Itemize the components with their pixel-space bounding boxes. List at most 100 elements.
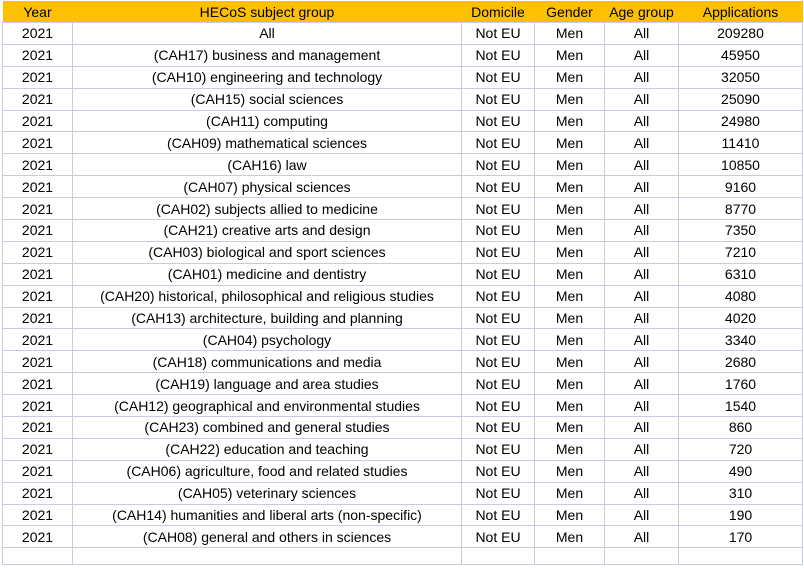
table-cell[interactable]: Men	[534, 437, 605, 461]
table-cell[interactable]: Not EU	[461, 481, 535, 505]
table-cell[interactable]: All	[604, 372, 679, 396]
table-cell[interactable]: 2021	[2, 437, 73, 461]
table-cell[interactable]	[604, 547, 679, 566]
column-header-year[interactable]: Year	[2, 1, 73, 23]
table-cell[interactable]: Men	[534, 262, 605, 286]
table-cell[interactable]: 190	[678, 503, 803, 527]
table-cell[interactable]: All	[604, 153, 679, 177]
table-cell[interactable]: All	[604, 87, 679, 111]
table-cell[interactable]: 2021	[2, 22, 73, 45]
table-cell[interactable]: 310	[678, 481, 803, 505]
table-cell[interactable]: All	[604, 459, 679, 483]
table-cell[interactable]: Not EU	[461, 109, 535, 133]
table-cell[interactable]: Men	[534, 306, 605, 330]
table-cell[interactable]: 2021	[2, 525, 73, 549]
table-cell[interactable]	[678, 547, 803, 566]
table-cell[interactable]: All	[604, 262, 679, 286]
table-cell[interactable]: All	[604, 437, 679, 461]
table-cell[interactable]	[2, 547, 73, 566]
table-cell[interactable]: (CAH15) social sciences	[72, 87, 462, 111]
table-cell[interactable]: 2021	[2, 87, 73, 111]
table-cell[interactable]: 2021	[2, 65, 73, 89]
table-cell[interactable]: Not EU	[461, 240, 535, 264]
table-cell[interactable]: Men	[534, 503, 605, 527]
table-cell[interactable]: Not EU	[461, 87, 535, 111]
column-header-applications[interactable]: Applications	[678, 1, 803, 23]
table-cell[interactable]: Men	[534, 481, 605, 505]
table-cell[interactable]: All	[604, 219, 679, 242]
table-cell[interactable]: Men	[534, 525, 605, 549]
table-cell[interactable]: Not EU	[461, 197, 535, 221]
table-cell[interactable]: 720	[678, 437, 803, 461]
column-header-gender[interactable]: Gender	[534, 1, 605, 23]
table-cell[interactable]: 6310	[678, 262, 803, 286]
table-cell[interactable]: All	[604, 43, 679, 67]
table-cell[interactable]: Men	[534, 175, 605, 199]
table-cell[interactable]: All	[604, 175, 679, 199]
table-cell[interactable]: Not EU	[461, 262, 535, 286]
table-cell[interactable]: (CAH17) business and management	[72, 43, 462, 67]
table-cell[interactable]: (CAH18) communications and media	[72, 350, 462, 374]
table-cell[interactable]: All	[604, 22, 679, 45]
table-cell[interactable]: All	[604, 503, 679, 527]
table-cell[interactable]: All	[604, 328, 679, 352]
table-cell[interactable]: (CAH13) architecture, building and plann…	[72, 306, 462, 330]
table-cell[interactable]: (CAH19) language and area studies	[72, 372, 462, 396]
table-cell[interactable]: All	[604, 350, 679, 374]
table-cell[interactable]: Not EU	[461, 284, 535, 308]
table-cell[interactable]: (CAH03) biological and sport sciences	[72, 240, 462, 264]
table-cell[interactable]: (CAH08) general and others in sciences	[72, 525, 462, 549]
table-cell[interactable]: 9160	[678, 175, 803, 199]
table-cell[interactable]: (CAH11) computing	[72, 109, 462, 133]
table-cell[interactable]: 2021	[2, 306, 73, 330]
table-cell[interactable]: Not EU	[461, 153, 535, 177]
table-cell[interactable]: All	[604, 284, 679, 308]
table-cell[interactable]: Men	[534, 219, 605, 242]
table-cell[interactable]: (CAH22) education and teaching	[72, 437, 462, 461]
table-cell[interactable]: (CAH09) mathematical sciences	[72, 131, 462, 155]
table-cell[interactable]: 2021	[2, 240, 73, 264]
table-cell[interactable]: 4080	[678, 284, 803, 308]
table-cell[interactable]: Not EU	[461, 22, 535, 45]
table-cell[interactable]: 10850	[678, 153, 803, 177]
table-cell[interactable]: Men	[534, 240, 605, 264]
table-cell[interactable]: Men	[534, 372, 605, 396]
table-cell[interactable]: 2021	[2, 372, 73, 396]
table-cell[interactable]: 209280	[678, 22, 803, 45]
table-cell[interactable]: 24980	[678, 109, 803, 133]
table-cell[interactable]: All	[604, 109, 679, 133]
table-cell[interactable]: Men	[534, 459, 605, 483]
table-cell[interactable]	[461, 547, 535, 566]
table-cell[interactable]: Not EU	[461, 175, 535, 199]
table-cell[interactable]: Not EU	[461, 525, 535, 549]
table-cell[interactable]: 2680	[678, 350, 803, 374]
table-cell[interactable]: 2021	[2, 350, 73, 374]
table-cell[interactable]: Men	[534, 416, 605, 439]
table-cell[interactable]: 170	[678, 525, 803, 549]
table-cell[interactable]: (CAH01) medicine and dentistry	[72, 262, 462, 286]
table-cell[interactable]: 45950	[678, 43, 803, 67]
table-cell[interactable]: All	[604, 394, 679, 418]
table-cell[interactable]: 2021	[2, 131, 73, 155]
table-cell[interactable]: Not EU	[461, 65, 535, 89]
table-cell[interactable]: (CAH21) creative arts and design	[72, 219, 462, 242]
table-cell[interactable]: Not EU	[461, 350, 535, 374]
table-cell[interactable]: 2021	[2, 328, 73, 352]
table-cell[interactable]: 2021	[2, 416, 73, 439]
table-cell[interactable]: Men	[534, 153, 605, 177]
table-cell[interactable]: All	[604, 525, 679, 549]
table-cell[interactable]: 7350	[678, 219, 803, 242]
table-cell[interactable]: 2021	[2, 284, 73, 308]
table-cell[interactable]: Men	[534, 22, 605, 45]
table-cell[interactable]: (CAH10) engineering and technology	[72, 65, 462, 89]
table-cell[interactable]: 7210	[678, 240, 803, 264]
table-cell[interactable]: Men	[534, 284, 605, 308]
table-cell[interactable]: 2021	[2, 153, 73, 177]
table-cell[interactable]: Not EU	[461, 503, 535, 527]
table-cell[interactable]: Men	[534, 394, 605, 418]
table-cell[interactable]: Not EU	[461, 328, 535, 352]
table-cell[interactable]: (CAH12) geographical and environmental s…	[72, 394, 462, 418]
table-cell[interactable]: 32050	[678, 65, 803, 89]
table-cell[interactable]: All	[72, 22, 462, 45]
table-cell[interactable]: All	[604, 65, 679, 89]
